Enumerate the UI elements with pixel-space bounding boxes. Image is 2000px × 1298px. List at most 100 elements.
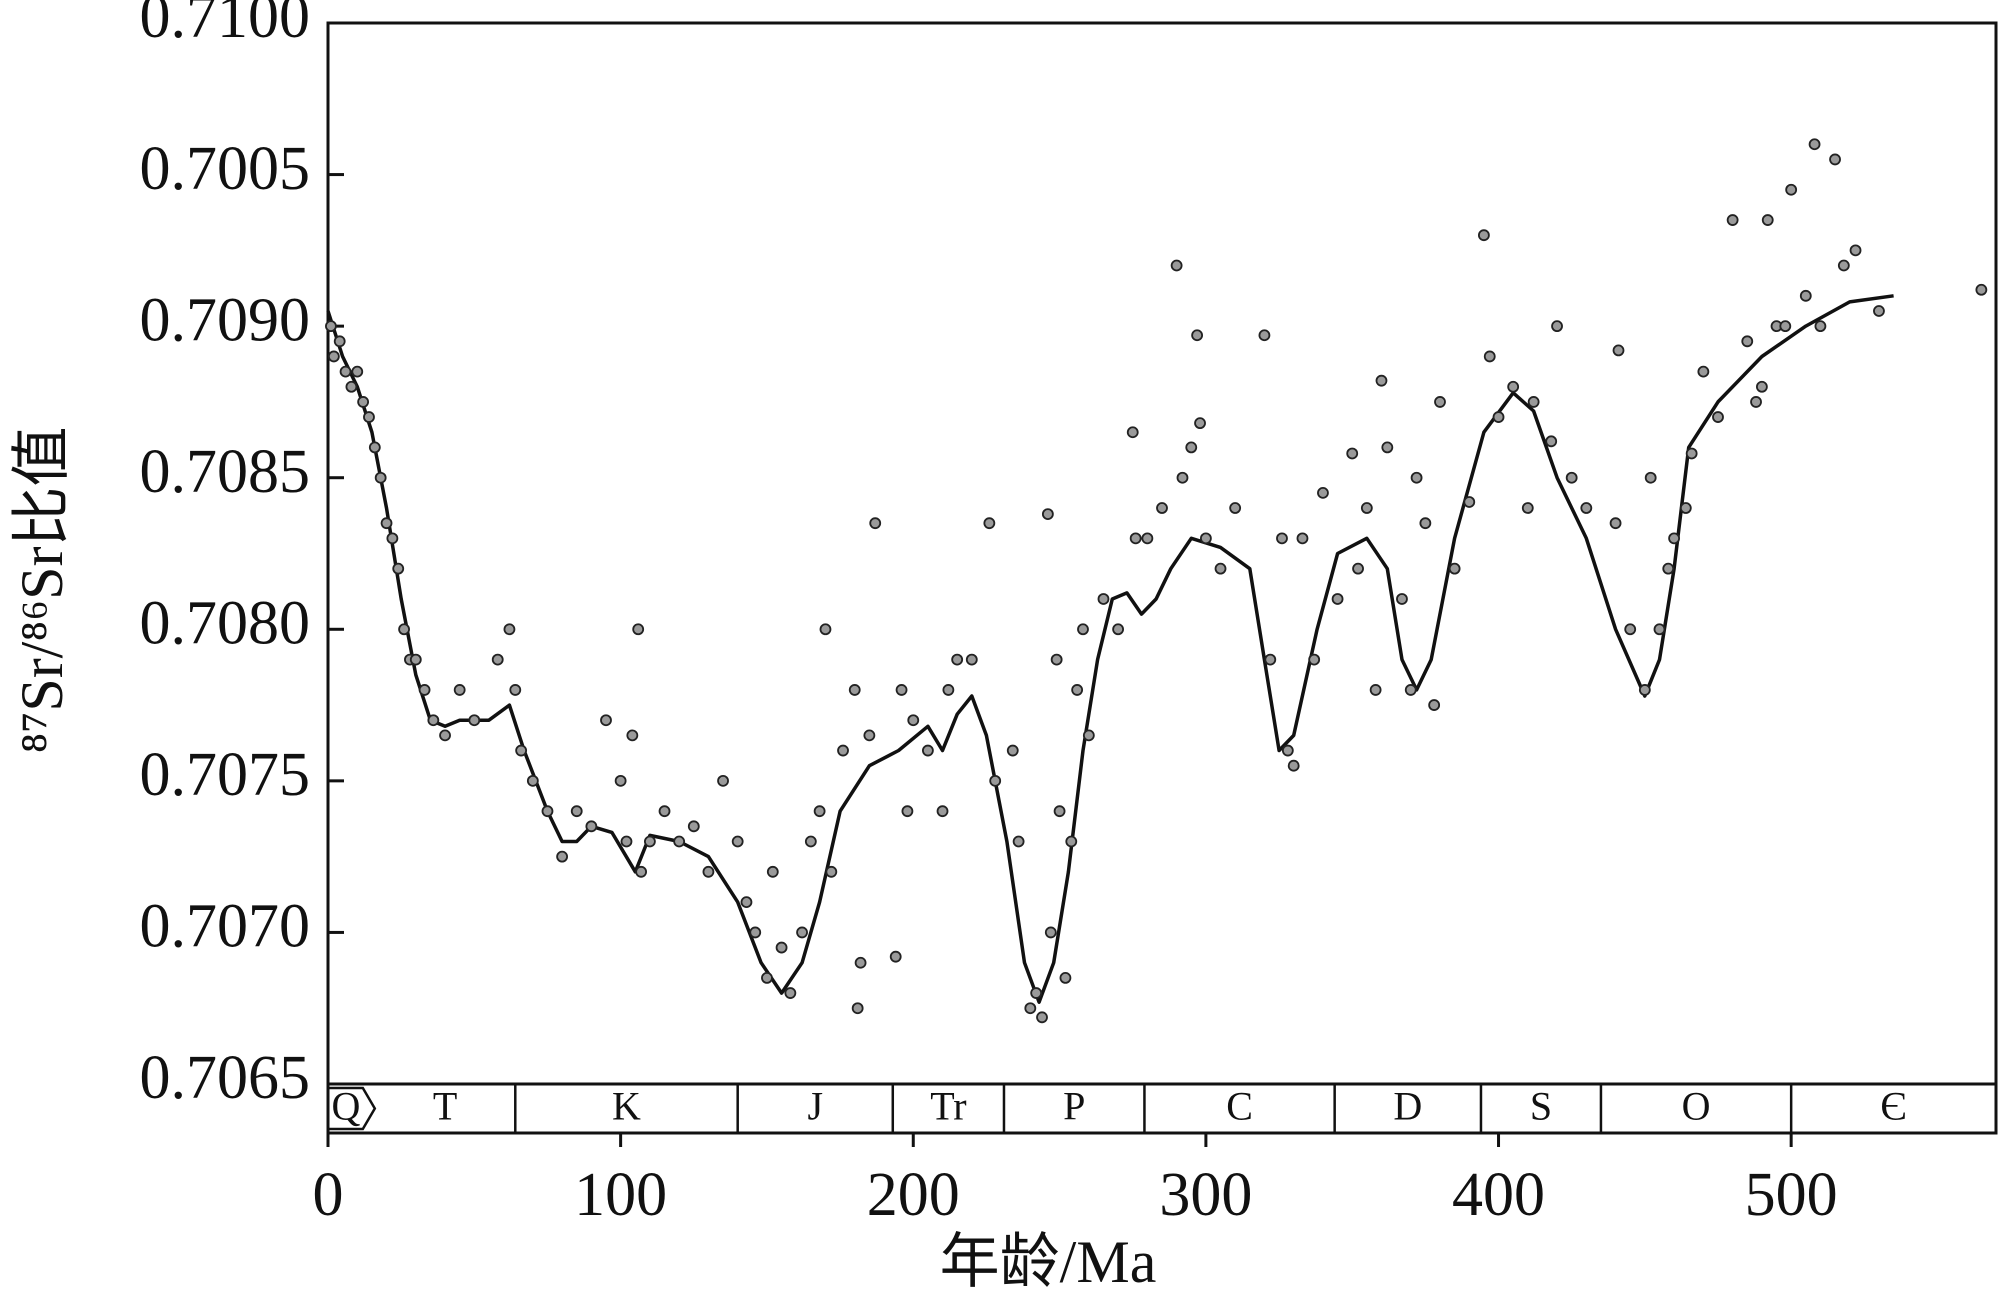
data-point [775, 941, 788, 954]
data-point [1170, 259, 1183, 272]
data-point [409, 653, 422, 666]
data-point [632, 623, 645, 636]
data-point [509, 684, 522, 696]
x-axis-label: 年龄/Ma [940, 1229, 1157, 1295]
data-point [345, 380, 358, 393]
data-point [386, 532, 399, 545]
data-point [1448, 562, 1461, 575]
data-point [418, 684, 431, 696]
data-point [339, 365, 352, 378]
data-point [989, 774, 1002, 787]
data-point [1360, 502, 1373, 514]
data-point [1129, 532, 1142, 545]
x-tick-label: 100 [574, 1161, 667, 1229]
data-point [942, 684, 955, 696]
data-point [468, 714, 481, 727]
data-point [1369, 684, 1382, 696]
data-point [427, 714, 440, 727]
data-point [635, 865, 648, 878]
data-point [1071, 684, 1084, 696]
data-point [1873, 305, 1885, 317]
data-point [1077, 623, 1089, 636]
data-point [1381, 441, 1394, 454]
data-point [1638, 684, 1651, 696]
data-point [1006, 744, 1019, 757]
data-point [1761, 214, 1774, 226]
data-point [1141, 532, 1154, 545]
data-point [491, 653, 504, 666]
data-point [901, 805, 914, 818]
data-point [1410, 471, 1423, 484]
data-point [819, 623, 832, 636]
data-point [1419, 517, 1432, 530]
data-point [1545, 435, 1558, 448]
data-point [1176, 471, 1189, 484]
data-point [1396, 593, 1408, 605]
data-point [1281, 744, 1294, 757]
data-point [1264, 653, 1277, 666]
data-point [614, 774, 627, 787]
data-point [1492, 411, 1505, 423]
data-point [1750, 396, 1762, 408]
y-tick-label: 0.7005 [140, 135, 311, 203]
data-point [983, 517, 996, 530]
data-point [1662, 562, 1675, 575]
data-point [1036, 1011, 1048, 1024]
data-point [889, 950, 902, 963]
data-point [453, 684, 466, 696]
data-point [351, 365, 364, 378]
data-point [1697, 365, 1710, 378]
data-point [1799, 289, 1812, 302]
data-point [766, 865, 779, 878]
data-point [907, 714, 920, 727]
data-point [761, 972, 773, 984]
data-point [1779, 320, 1792, 333]
data-point [851, 1002, 864, 1015]
data-point [1053, 805, 1066, 818]
data-point [658, 805, 671, 818]
data-point [1829, 153, 1841, 166]
data-point [1112, 623, 1125, 636]
data-point [1050, 653, 1063, 666]
data-point [368, 441, 381, 454]
data-point [1276, 532, 1288, 545]
data-point [848, 684, 861, 696]
data-point [1030, 987, 1043, 999]
data-point [869, 517, 882, 530]
data-point [825, 865, 838, 878]
plot-frame [326, 21, 1998, 1135]
data-point [1097, 593, 1110, 605]
data-point [1527, 396, 1540, 408]
y-tick-label: 0.7075 [140, 741, 311, 809]
period-label: Tr [930, 1084, 966, 1129]
data-point [854, 956, 867, 969]
data-point [965, 653, 978, 666]
data-point [1317, 486, 1329, 499]
data-point [626, 729, 639, 742]
data-point [1185, 441, 1198, 454]
data-point [1375, 374, 1388, 387]
data-point [600, 714, 612, 727]
data-point [1308, 653, 1321, 666]
data-point [1975, 283, 1988, 296]
data-point [1024, 1002, 1037, 1015]
data-point [1837, 259, 1850, 272]
data-point [1428, 699, 1441, 711]
data-point [784, 987, 797, 999]
data-point [731, 835, 744, 848]
y-tick-label: 0.7080 [140, 590, 311, 658]
data-point [643, 835, 656, 848]
data-point [526, 774, 539, 787]
data-point [1463, 496, 1476, 508]
data-point [1258, 329, 1271, 342]
data-point [1156, 502, 1168, 514]
data-point [1126, 426, 1139, 439]
data-point [1012, 835, 1025, 848]
period-arrow [328, 1086, 377, 1131]
data-point [585, 820, 598, 833]
data-point [1580, 502, 1593, 514]
data-point [1741, 335, 1754, 348]
data-point [1041, 508, 1054, 520]
data-point [1483, 350, 1496, 363]
